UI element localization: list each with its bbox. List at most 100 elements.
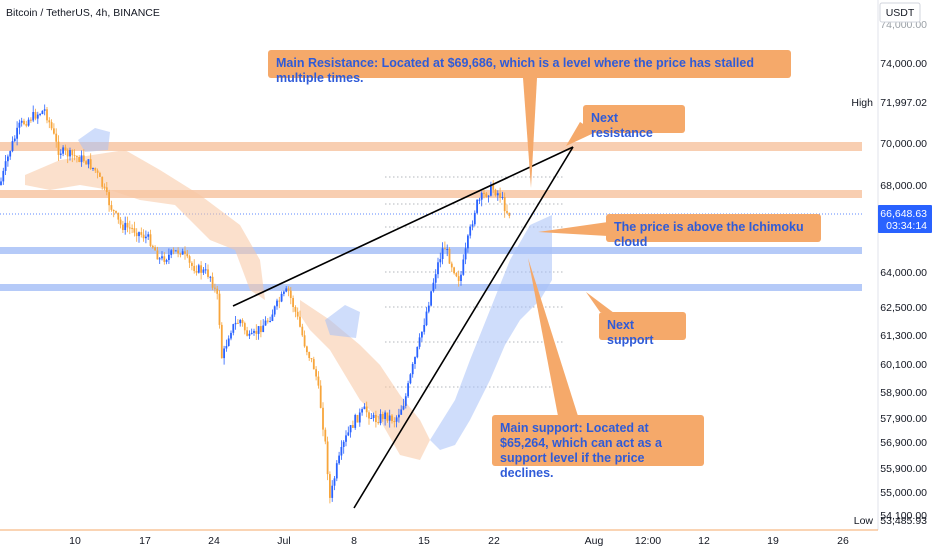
candle-body bbox=[377, 422, 380, 424]
callout-next-resistance[interactable]: Next resistance bbox=[583, 105, 685, 140]
candle-body bbox=[135, 232, 138, 237]
candle-body bbox=[464, 248, 467, 260]
callout-main-resistance[interactable]: Main Resistance: Located at $69,686, whi… bbox=[268, 50, 791, 85]
candle-body bbox=[483, 192, 485, 194]
candle-body bbox=[303, 335, 306, 347]
candle-body bbox=[322, 407, 324, 430]
candle-body bbox=[278, 300, 281, 302]
candle-body bbox=[122, 224, 124, 230]
y-tick-label: 54,100.00 bbox=[880, 510, 927, 522]
y-tick-label: 58,900.00 bbox=[880, 387, 927, 399]
x-tick-label: 12:00 bbox=[635, 535, 661, 547]
candle-body bbox=[375, 414, 377, 423]
candle-body bbox=[69, 150, 71, 157]
wedge-upper-trendline[interactable] bbox=[232, 146, 574, 307]
candle-body bbox=[241, 320, 244, 324]
callout-ichimoku[interactable]: The price is above the Ichimoku cloud bbox=[606, 214, 821, 249]
candle-body bbox=[163, 256, 166, 262]
candle-body bbox=[257, 326, 260, 334]
pointer-ichimoku bbox=[538, 222, 608, 236]
candle-body bbox=[253, 330, 255, 333]
candle-body bbox=[365, 406, 368, 413]
candle-body bbox=[467, 235, 469, 249]
callout-next-support[interactable]: Next support bbox=[599, 312, 686, 347]
candle-body bbox=[9, 151, 12, 157]
candle-body bbox=[41, 110, 44, 114]
candle-body bbox=[94, 167, 97, 171]
candle-body bbox=[7, 156, 9, 162]
candle-body bbox=[444, 248, 446, 250]
candle-body bbox=[409, 374, 412, 384]
candle-body bbox=[66, 150, 69, 157]
candle-body bbox=[480, 192, 483, 200]
candle-body bbox=[186, 253, 189, 257]
candle-body bbox=[338, 455, 340, 464]
candle-body bbox=[501, 197, 504, 198]
candle-body bbox=[296, 311, 299, 317]
candle-body bbox=[250, 332, 253, 334]
candle-body bbox=[506, 211, 508, 213]
pointer-next-support bbox=[586, 292, 614, 313]
candle-body bbox=[248, 333, 251, 336]
candle-body bbox=[400, 409, 403, 415]
candle-body bbox=[386, 412, 389, 421]
candle-body bbox=[23, 120, 25, 125]
x-tick-label: 22 bbox=[488, 535, 500, 547]
candle-body bbox=[227, 338, 230, 346]
candle-body bbox=[283, 291, 285, 294]
y-tick-label: 60,100.00 bbox=[880, 359, 927, 371]
candle-body bbox=[416, 346, 419, 358]
x-tick-label: 26 bbox=[837, 535, 849, 547]
candle-body bbox=[76, 156, 78, 158]
y-tick-label: 55,000.00 bbox=[880, 487, 927, 499]
candlestick-series bbox=[0, 104, 511, 504]
candle-body bbox=[402, 405, 405, 410]
candle-body bbox=[18, 122, 21, 128]
candle-body bbox=[381, 414, 384, 420]
x-tick-label: 15 bbox=[418, 535, 430, 547]
candle-body bbox=[462, 259, 465, 275]
candle-body bbox=[487, 195, 490, 197]
y-tick-label: 74,000.00 bbox=[880, 58, 927, 70]
candle-body bbox=[335, 463, 338, 479]
candle-body bbox=[103, 186, 106, 188]
symbol-title[interactable]: Bitcoin / TetherUS, 4h, BINANCE bbox=[6, 7, 160, 19]
candle-body bbox=[471, 224, 474, 227]
y-tick-label: 70,000.00 bbox=[880, 138, 927, 150]
candle-body bbox=[230, 332, 232, 339]
high-label: High bbox=[851, 97, 873, 109]
price-axis[interactable]: 74,000.00 74,000.00 70,000.00 68,000.00 … bbox=[851, 0, 932, 530]
callout-main-support[interactable]: Main support: Located at $65,264, which … bbox=[492, 415, 704, 480]
candle-body bbox=[156, 250, 159, 260]
candle-body bbox=[425, 311, 428, 326]
candle-body bbox=[101, 176, 104, 187]
wedge-lower-trendline[interactable] bbox=[353, 146, 574, 509]
candle-body bbox=[20, 120, 23, 123]
y-tick-label: 61,300.00 bbox=[880, 330, 927, 342]
time-axis[interactable]: 10 17 24 Jul 8 15 22 Aug 12:00 12 19 26 bbox=[0, 529, 878, 547]
candle-body bbox=[147, 234, 150, 237]
resistance-zone-upper bbox=[0, 142, 862, 151]
candle-body bbox=[158, 258, 161, 260]
candle-body bbox=[391, 415, 393, 422]
candle-body bbox=[202, 269, 205, 273]
candle-body bbox=[34, 112, 37, 119]
candle-body bbox=[432, 282, 435, 292]
candle-body bbox=[368, 412, 370, 419]
kumo-bullish-segment bbox=[78, 128, 110, 152]
candle-body bbox=[43, 109, 46, 111]
candle-body bbox=[184, 251, 186, 254]
candle-body bbox=[294, 307, 297, 312]
candle-body bbox=[92, 167, 94, 169]
currency-box[interactable] bbox=[879, 2, 921, 23]
low-label: Low bbox=[854, 515, 874, 527]
candle-body bbox=[285, 288, 288, 292]
candle-body bbox=[177, 250, 179, 254]
candle-body bbox=[131, 227, 133, 229]
candle-body bbox=[140, 232, 143, 235]
candle-body bbox=[354, 415, 357, 428]
candle-body bbox=[108, 192, 110, 206]
candle-body bbox=[85, 161, 87, 165]
candle-body bbox=[0, 181, 2, 185]
